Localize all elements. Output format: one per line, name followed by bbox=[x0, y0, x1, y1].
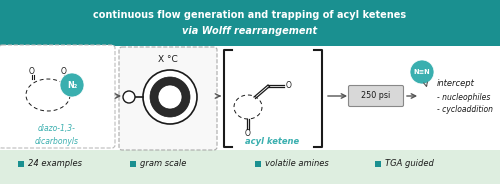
Text: 250 psi: 250 psi bbox=[362, 91, 390, 100]
Text: continuous flow generation and trapping of acyl ketenes: continuous flow generation and trapping … bbox=[94, 10, 406, 20]
Text: TGA guided: TGA guided bbox=[385, 160, 434, 169]
Text: O: O bbox=[245, 128, 251, 137]
Bar bbox=[0, 0, 500, 46]
Text: intercept: intercept bbox=[437, 79, 475, 88]
Circle shape bbox=[158, 85, 182, 109]
Bar bbox=[130, 161, 136, 167]
Text: - cycloaddition: - cycloaddition bbox=[437, 105, 493, 114]
FancyBboxPatch shape bbox=[119, 47, 217, 150]
Circle shape bbox=[143, 70, 197, 124]
Bar bbox=[255, 161, 261, 167]
Text: O: O bbox=[286, 82, 292, 91]
Bar bbox=[0, 150, 500, 184]
Circle shape bbox=[150, 77, 190, 117]
Bar bbox=[0, 46, 500, 150]
FancyBboxPatch shape bbox=[0, 45, 115, 148]
Text: gram scale: gram scale bbox=[140, 160, 186, 169]
Text: O: O bbox=[29, 66, 35, 75]
Text: X °C: X °C bbox=[158, 55, 178, 64]
Text: - nucleophiles: - nucleophiles bbox=[437, 93, 490, 102]
Text: N≡N: N≡N bbox=[414, 69, 430, 75]
Circle shape bbox=[123, 91, 135, 103]
Text: O: O bbox=[61, 66, 67, 75]
Text: acyl ketene: acyl ketene bbox=[245, 137, 299, 146]
FancyBboxPatch shape bbox=[348, 86, 404, 107]
Bar bbox=[18, 161, 24, 167]
Text: volatile amines: volatile amines bbox=[265, 160, 329, 169]
Text: via Wolff rearrangement: via Wolff rearrangement bbox=[182, 26, 318, 36]
Circle shape bbox=[410, 60, 434, 84]
Text: N₂: N₂ bbox=[67, 81, 77, 89]
Text: 24 examples: 24 examples bbox=[28, 160, 82, 169]
Text: diazo-1,3-
dicarbonyls: diazo-1,3- dicarbonyls bbox=[35, 124, 79, 146]
Bar bbox=[375, 161, 381, 167]
Circle shape bbox=[60, 73, 84, 97]
